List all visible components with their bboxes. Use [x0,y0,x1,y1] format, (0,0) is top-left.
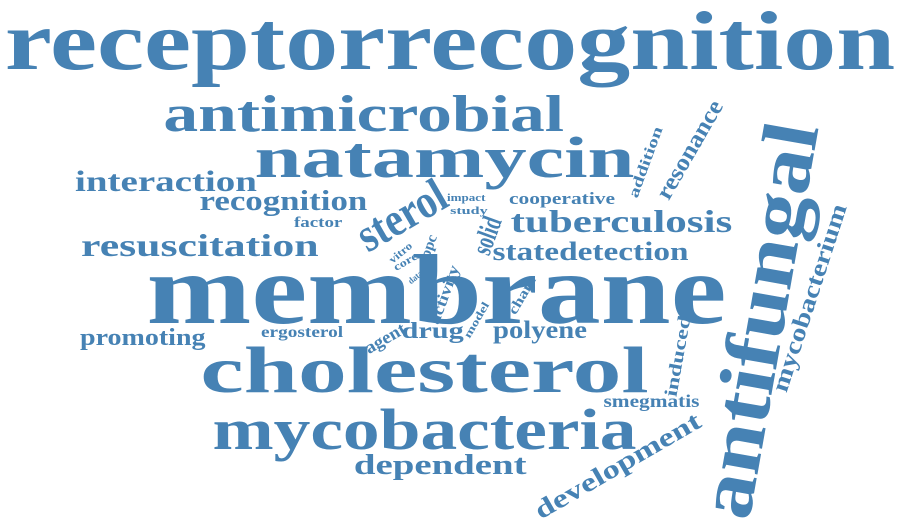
word-polyene: polyene [493,316,587,344]
word-resonance: resonance [651,95,729,205]
word-antimicrobial: antimicrobial [162,86,564,143]
word-statedetection: statedetection [491,237,689,266]
word-resuscitation: resuscitation [81,227,319,263]
word-cholesterol: cholesterol [199,334,649,407]
word-interaction: interaction [75,165,257,198]
word-promoting: promoting [80,325,206,351]
word-ergosterol: ergosterol [260,324,344,341]
word-impact: impact [446,191,486,204]
word-mycobacteria: mycobacteria [211,397,637,462]
word-receptorrecognition: receptorrecognition [4,0,896,88]
word-factor: factor [293,214,343,231]
word-smegmatis: smegmatis [603,391,699,411]
word-tuberculosis: tuberculosis [510,203,732,239]
word-drug: drug [400,317,464,343]
word-recognition: recognition [199,186,367,217]
word-study: study [450,204,488,217]
word-membrane: membrane [146,234,726,345]
word-natamycin: natamycin [253,125,635,190]
word-dependent: dependent [353,450,527,481]
word-cooperative: cooperative [508,188,616,208]
